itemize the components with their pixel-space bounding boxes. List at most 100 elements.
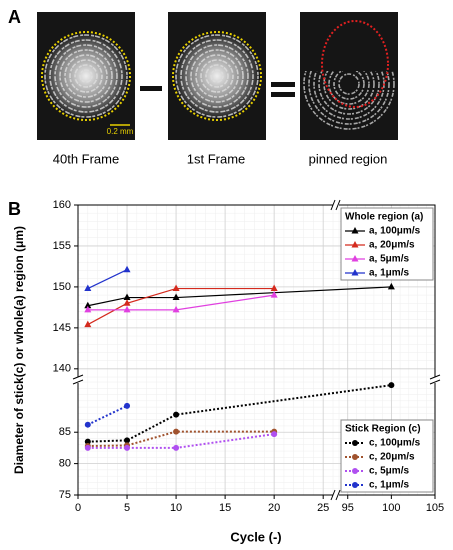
series-line (87, 286, 392, 307)
marker (124, 444, 131, 451)
x-tick-label: 25 (317, 502, 329, 514)
marker (173, 411, 180, 418)
marker (124, 402, 131, 409)
ring (79, 69, 93, 83)
minus-sign (140, 86, 162, 91)
axis-break (335, 199, 341, 211)
ring (303, 71, 395, 130)
marker (123, 265, 131, 273)
legend-marker (352, 454, 358, 460)
legend-marker (351, 241, 359, 248)
axis-break (72, 374, 84, 380)
equals-sign (271, 92, 295, 97)
y-tick-label: 160 (53, 199, 71, 211)
legend-label: c, 1μm/s (369, 480, 409, 491)
x-tick-label: 15 (219, 502, 231, 514)
ring (69, 59, 103, 93)
image-caption: 1st Frame (187, 151, 246, 166)
ring (59, 49, 113, 103)
panel-label: B (8, 199, 21, 219)
outline (321, 20, 389, 108)
marker (388, 382, 395, 389)
axis-break (333, 491, 339, 499)
x-tick-label: 10 (170, 502, 182, 514)
marker (84, 305, 92, 313)
legend-title: Stick Region (c) (345, 424, 421, 435)
axis-break (429, 374, 441, 380)
y-tick-label: 140 (53, 363, 71, 375)
axis-break (335, 489, 341, 501)
ring (210, 69, 224, 83)
legend-label: a, 100μm/s (369, 226, 421, 237)
outline (172, 31, 262, 121)
ring (328, 71, 370, 105)
legend-marker (352, 468, 358, 474)
image-glow (44, 34, 128, 118)
ring (190, 49, 244, 103)
ring (64, 54, 108, 98)
legend-marker (352, 482, 358, 488)
x-tick-label: 100 (382, 502, 400, 514)
equals-sign (271, 82, 295, 87)
marker (172, 305, 180, 313)
marker (124, 437, 131, 444)
ring (318, 71, 380, 115)
ring (333, 71, 365, 100)
ring (44, 34, 128, 118)
ring (49, 39, 123, 113)
scale-bar-label: 0.2 mm (107, 127, 134, 136)
ring (308, 71, 390, 125)
x-tick-label: 95 (342, 502, 354, 514)
plot: 0 5 10 15 20 25 95 100 105 75 80 85 140 145 150 155 160 W… (53, 199, 445, 514)
image-glow (175, 34, 259, 118)
axis-break (330, 489, 336, 501)
legend-label: a, 5μm/s (369, 254, 409, 265)
marker (84, 438, 91, 445)
marker (123, 293, 131, 301)
marker (84, 421, 91, 428)
outline (41, 31, 131, 121)
series-line (87, 294, 275, 311)
legend-label: c, 20μm/s (369, 452, 415, 463)
axis-break (330, 199, 336, 211)
legend-label: a, 1μm/s (369, 268, 409, 279)
legend-marker (351, 269, 359, 276)
axis-break (429, 379, 441, 385)
series-line (87, 404, 128, 426)
y-tick-label: 75 (59, 489, 71, 501)
marker (270, 284, 278, 292)
marker (173, 444, 180, 451)
series-line (87, 269, 128, 290)
legend-marker (351, 227, 359, 234)
y-tick-label: 85 (59, 426, 71, 438)
ring (180, 39, 254, 113)
panel-label: A (8, 7, 21, 27)
legend-marker (352, 440, 358, 446)
marker (173, 428, 180, 435)
ring (205, 64, 229, 88)
x-tick-label: 0 (75, 502, 81, 514)
ring (185, 44, 249, 108)
marker (84, 284, 92, 292)
ring (54, 44, 118, 108)
images (37, 12, 398, 140)
x-axis-label: Cycle (-) (230, 529, 281, 544)
ring (200, 59, 234, 93)
legend-marker (351, 255, 359, 262)
series-line (87, 287, 275, 326)
ring (195, 54, 239, 98)
x-tick-label: 5 (124, 502, 130, 514)
legend-title: Whole region (a) (345, 212, 423, 223)
marker (172, 293, 180, 301)
y-tick-label: 150 (53, 281, 71, 293)
y-tick-label: 155 (53, 240, 71, 252)
y-tick-label: 145 (53, 322, 71, 334)
ring (338, 73, 360, 95)
legend-label: a, 20μm/s (369, 240, 415, 251)
ring (323, 71, 375, 110)
series-line (87, 430, 275, 448)
marker (172, 284, 180, 292)
axis-break (74, 377, 82, 383)
marker (84, 301, 92, 309)
